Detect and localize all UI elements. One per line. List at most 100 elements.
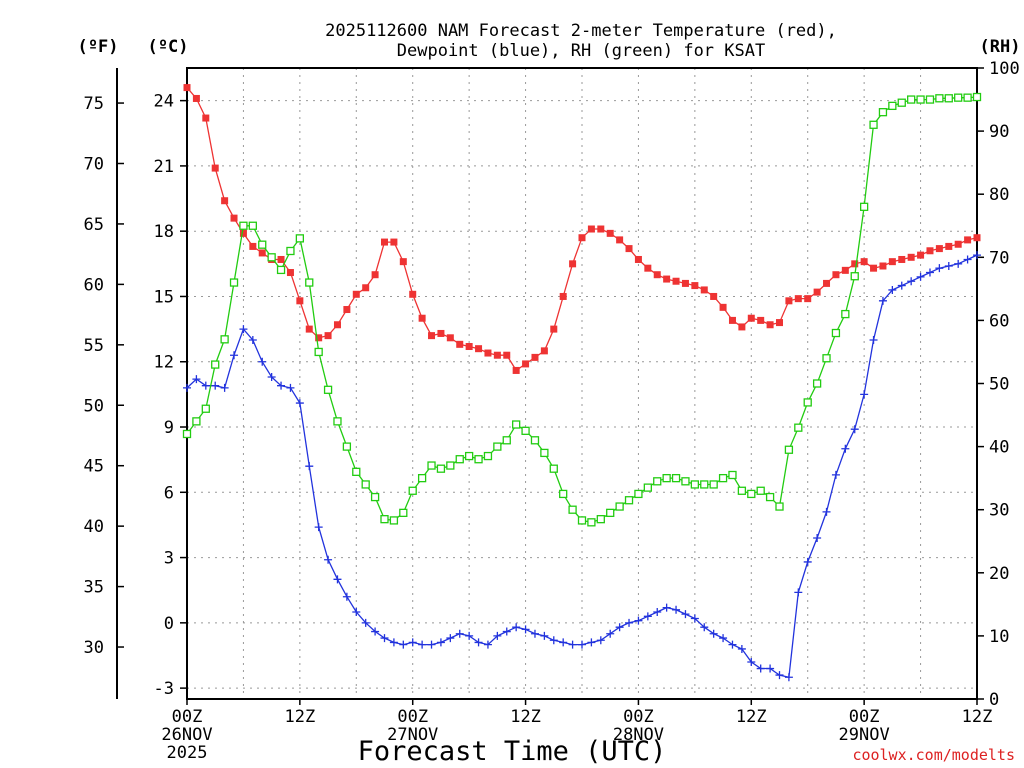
dewpoint-point: [878, 296, 887, 305]
dewpoint-point: [230, 351, 239, 360]
fahrenheit-tick-label: 35: [84, 578, 104, 598]
temperature-point: [230, 214, 238, 222]
rh-point: [521, 426, 530, 435]
temperature-point: [315, 334, 323, 342]
chart-title-line1: 2025112600 NAM Forecast 2-meter Temperat…: [325, 21, 837, 41]
temperature-point: [296, 297, 304, 305]
rh-point: [446, 461, 455, 470]
dewpoint-point: [700, 623, 709, 632]
dewpoint-point: [860, 390, 869, 399]
fahrenheit-tick-label: 75: [84, 94, 104, 114]
temperature-point: [503, 351, 511, 359]
temperature-point: [531, 353, 539, 361]
series-open-square: [182, 92, 982, 527]
temperature-point: [625, 245, 633, 253]
celsius-axis: 24 21 18 15 12 9 6 3 0 -3: [154, 92, 187, 699]
rh-point: [606, 508, 615, 518]
rh-point: [624, 496, 634, 505]
rh-tick-label: 50: [989, 375, 1009, 395]
dewpoint-point: [681, 610, 690, 619]
rh-point: [662, 473, 671, 483]
dewpoint-point: [502, 627, 511, 636]
rh-point: [333, 417, 342, 426]
dewpoint-point: [183, 383, 191, 392]
dewpoint-point: [305, 462, 314, 471]
temperature-point: [559, 292, 567, 300]
rh-point: [530, 436, 540, 445]
dewpoint-point: [267, 372, 276, 381]
dewpoint-point: [483, 640, 492, 649]
dewpoint-point: [427, 640, 436, 649]
rh-tick-label: 0: [989, 690, 999, 710]
dewpoint-point: [973, 251, 981, 260]
temperature-point: [917, 251, 925, 259]
x-axis-label: Forecast Time (UTC): [358, 736, 667, 767]
temperature-point: [597, 225, 605, 233]
dewpoint-point: [954, 259, 963, 268]
fahrenheit-tick-label: 70: [84, 154, 104, 174]
temperature-point: [286, 269, 294, 277]
dewpoint-point: [709, 629, 718, 638]
dewpoint-point: [314, 523, 323, 532]
temperature-point: [700, 286, 708, 294]
temperature-point: [192, 94, 200, 102]
dewpoint-point: [596, 636, 605, 645]
rh-point: [239, 221, 248, 230]
dewpoint-point: [784, 673, 793, 682]
rh-point: [869, 120, 878, 129]
dewpoint-point: [963, 255, 972, 264]
dewpoint-point: [888, 285, 897, 294]
temperature-point: [785, 297, 793, 305]
rh-point: [587, 518, 596, 527]
dewpoint-point: [211, 381, 220, 390]
dewpoint-point: [916, 272, 925, 281]
rh-point: [220, 335, 229, 344]
rh-point: [276, 265, 286, 275]
rh-point: [841, 309, 850, 319]
dewpoint-point: [925, 268, 934, 277]
rh-point: [559, 489, 568, 499]
dewpoint-point: [756, 664, 765, 673]
dewpoint-point: [248, 335, 257, 344]
dewpoint-point: [201, 381, 210, 390]
celsius-tick-label: 12: [154, 353, 174, 373]
dewpoint-point: [361, 618, 370, 627]
rh-point: [370, 492, 380, 502]
rh-point: [596, 515, 605, 524]
rh-point: [718, 473, 728, 483]
celsius-tick-label: 15: [154, 287, 174, 307]
rh-point: [577, 516, 587, 525]
dewpoint-point: [352, 607, 361, 616]
temperature-point: [907, 253, 915, 261]
temperature-point: [362, 284, 370, 292]
temperature-point: [747, 314, 755, 322]
temperature-point: [757, 316, 765, 324]
rh-point: [643, 483, 652, 492]
rh-point: [295, 234, 305, 243]
temperature-point: [371, 271, 379, 279]
rh-point: [182, 429, 192, 439]
temperature-point: [381, 238, 388, 246]
dewpoint-point: [935, 264, 944, 273]
dewpoint-point: [418, 640, 427, 649]
temperature-point: [644, 264, 652, 272]
temperature-point: [578, 234, 586, 242]
time-tick-date: 28NOV: [613, 725, 664, 745]
rh-point: [878, 108, 888, 117]
time-tick-date: 29NOV: [839, 725, 890, 745]
dewpoint-point: [578, 640, 586, 649]
temperature-point: [437, 329, 445, 337]
temperature-point: [418, 314, 426, 322]
temperature-point: [540, 347, 548, 355]
rh-point: [944, 94, 953, 103]
rh-tick-label: 10: [989, 627, 1009, 647]
rh-point: [258, 240, 267, 249]
dewpoint-point: [737, 644, 746, 653]
dewpoint-point: [869, 335, 878, 344]
rh-point: [361, 480, 370, 489]
rh-point: [286, 246, 295, 256]
fahrenheit-tick-label: 65: [84, 215, 104, 235]
dewpoint-point: [897, 281, 906, 290]
temperature-point: [766, 321, 774, 329]
celsius-tick-label: 9: [164, 418, 174, 438]
